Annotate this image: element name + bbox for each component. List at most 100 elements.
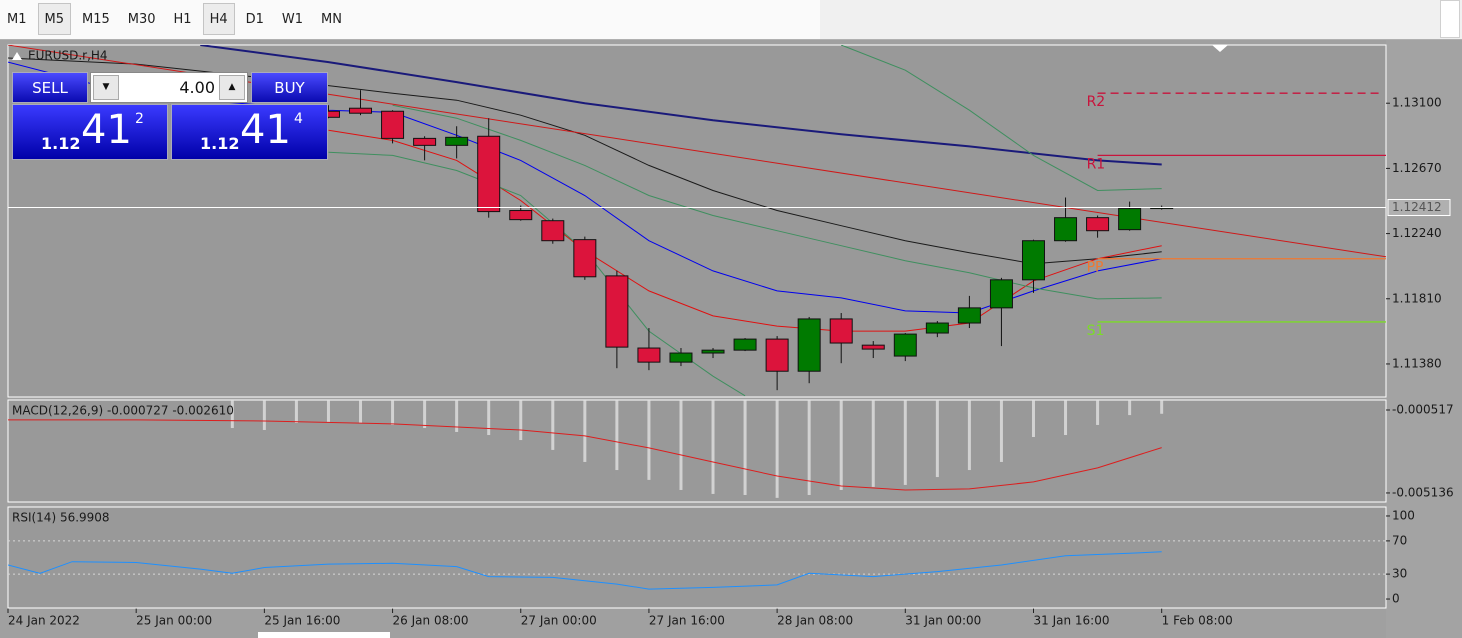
macd-bar: [262, 400, 266, 430]
scroll-tab: [258, 632, 390, 638]
candle-body: [573, 239, 597, 278]
macd-bar: [935, 400, 939, 478]
macd-bar: [455, 400, 459, 432]
indicator-line: [8, 57, 1162, 265]
candle-body: [893, 333, 917, 357]
candle-body: [797, 318, 821, 372]
macd-bar: [583, 400, 587, 462]
macd-bar: [551, 400, 555, 450]
y-tick-label: 1.11380: [1392, 356, 1442, 370]
candle-body: [445, 136, 469, 146]
price-big: 41: [81, 107, 132, 153]
signal-line: [8, 419, 1162, 491]
macd-bar: [679, 400, 683, 490]
candle-body: [349, 107, 373, 114]
macd-bar: [871, 400, 875, 487]
candle-body: [701, 349, 725, 354]
lot-up[interactable]: ▲: [219, 75, 245, 100]
macd-bar: [647, 400, 651, 480]
timeframe-button[interactable]: H1: [173, 12, 192, 27]
x-tick-label: 24 Jan 2022: [8, 614, 80, 628]
buy-button[interactable]: BUY: [251, 72, 328, 103]
pivot-label: R1: [1087, 156, 1106, 172]
candle-body: [381, 110, 405, 139]
macd-bar: [967, 400, 971, 471]
timeframe-button[interactable]: MN: [321, 12, 342, 27]
timeframe-button[interactable]: M1: [7, 12, 27, 27]
candle-body: [1086, 217, 1110, 232]
macd-bar: [487, 400, 491, 436]
title-marker: [12, 52, 22, 60]
y-tick-label: 1.13100: [1392, 96, 1442, 110]
x-tick-label: 26 Jan 08:00: [393, 614, 469, 628]
pivot-label: PP: [1087, 260, 1104, 276]
macd-bar: [775, 400, 779, 498]
y-tick-label: 70: [1392, 533, 1407, 547]
price-main: 1.12: [41, 134, 81, 153]
sell-button[interactable]: SELL: [12, 72, 88, 103]
y-tick-label: 1.11810: [1392, 291, 1442, 305]
x-tick-label: 31 Jan 16:00: [1033, 614, 1109, 628]
x-tick-label: 31 Jan 00:00: [905, 614, 981, 628]
price-pip: 2: [135, 111, 144, 127]
buy-price[interactable]: 1.12 41 4: [171, 104, 328, 160]
candle-body: [637, 347, 661, 363]
macd-bar: [1096, 400, 1100, 425]
macd-bar: [230, 400, 234, 429]
rsi-line: [8, 551, 1162, 590]
candle-body: [733, 338, 757, 351]
toolbar-panel: [0, 0, 820, 39]
candle-body: [509, 210, 533, 221]
current-price-box: [1387, 199, 1451, 217]
timeframe-button[interactable]: M30: [127, 12, 156, 27]
y-tick-label: -0.000517: [1392, 403, 1454, 417]
plot: [8, 400, 1164, 498]
timeframe-button[interactable]: M5: [37, 3, 71, 35]
candle-body: [925, 322, 949, 334]
indicator-line: [200, 45, 1162, 166]
sell-price[interactable]: 1.12 41 2: [12, 104, 168, 160]
current-price-label: 1.12412: [1392, 200, 1442, 214]
macd-bar: [1031, 400, 1035, 437]
y-tick-label: 100: [1392, 508, 1415, 522]
macd-bar: [294, 400, 298, 423]
panel-title: RSI(14) 56.9908: [12, 511, 110, 525]
y-tick-label: 30: [1392, 567, 1407, 581]
plot: [8, 540, 1386, 590]
macd-bar: [519, 400, 523, 441]
indicator-line: [328, 129, 1162, 332]
candle-body: [829, 318, 853, 344]
candle-body: [1054, 217, 1078, 242]
pivot-label: S1: [1087, 323, 1105, 339]
timeframe-button[interactable]: W1: [281, 12, 304, 27]
shift-marker: [1212, 45, 1228, 52]
y-tick-label: -0.005136: [1392, 485, 1454, 499]
candle-body: [989, 279, 1013, 309]
pivot-label: R2: [1087, 94, 1106, 110]
lot-down[interactable]: ▼: [93, 75, 119, 100]
macd-bar: [903, 400, 907, 485]
macd-bar: [807, 400, 811, 495]
candle-body: [413, 137, 437, 146]
indicator-line: [841, 45, 1162, 192]
timeframe-button[interactable]: D1: [245, 12, 264, 27]
price-pip: 4: [294, 111, 303, 127]
macd-bar: [743, 400, 747, 495]
macd-bar: [359, 400, 363, 423]
candle-body: [957, 307, 981, 324]
candle-body: [765, 338, 789, 372]
right-axis: [1386, 40, 1462, 638]
toolbar-end: [1440, 0, 1460, 38]
macd-bar: [326, 400, 330, 422]
trade-panel: SELL ▼ 4.00 ▲ BUY 1.12 41 2 1.12 41 4: [12, 72, 328, 160]
candle-body: [605, 275, 629, 348]
candle-body: [669, 352, 693, 363]
x-tick-label: 27 Jan 16:00: [649, 614, 725, 628]
timeframe-button[interactable]: M15: [82, 12, 110, 27]
y-tick-label: 1.12670: [1392, 161, 1442, 175]
macd-bar: [391, 400, 395, 425]
timeframe-button[interactable]: H4: [202, 3, 235, 35]
timeframe-buttons: M1 M5 M15 M30 H1 H4 D1 W1 MN: [0, 3, 349, 35]
lot-input[interactable]: 4.00: [179, 78, 215, 97]
